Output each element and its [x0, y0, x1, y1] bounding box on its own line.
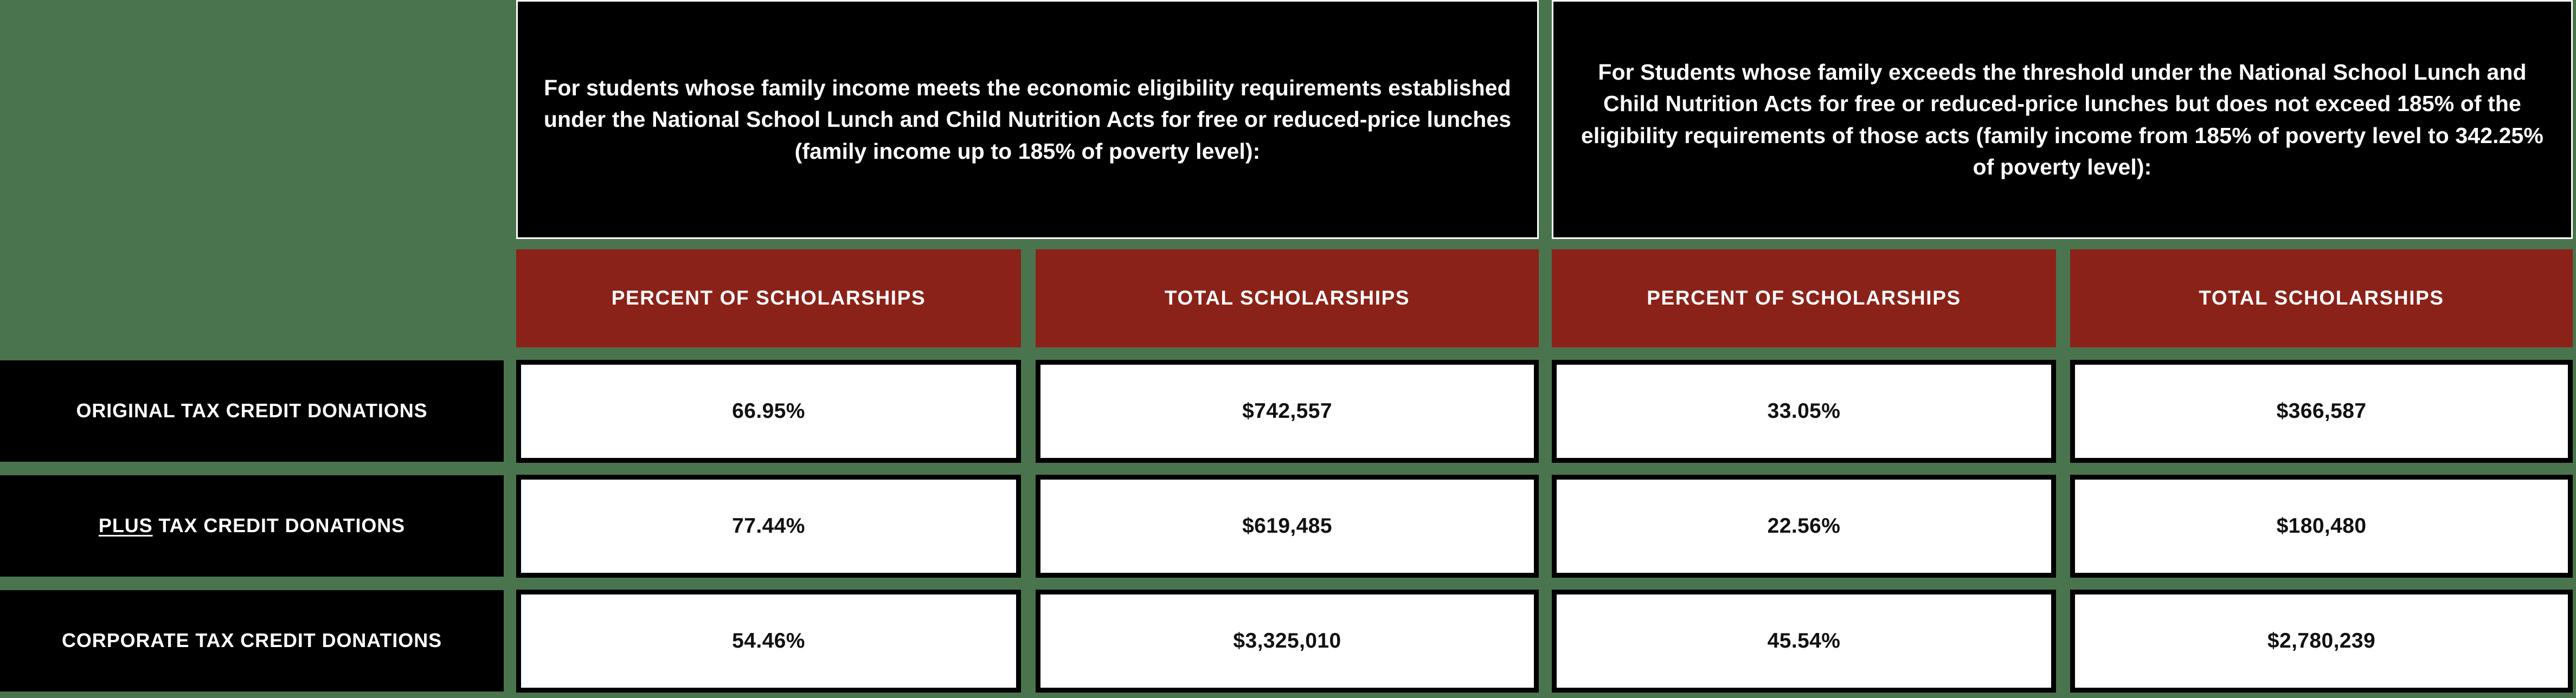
cell-value: $2,780,239 — [2267, 629, 2376, 652]
row-label-text: CORPORATE TAX CREDIT DONATIONS — [62, 629, 442, 652]
table-cell-r2c4: $180,480 — [2070, 475, 2573, 578]
row-label-text: ORIGINAL TAX CREDIT DONATIONS — [76, 399, 428, 422]
row-label-underlined-prefix: PLUS — [98, 514, 153, 537]
table-cell-r2c2: $619,485 — [1036, 475, 1539, 578]
table-cell-r3c4: $2,780,239 — [2070, 590, 2573, 693]
row-label-corporate-tax-credit-donations: CORPORATE TAX CREDIT DONATIONS — [0, 590, 504, 691]
column-header-percent-of-scholarships-1: PERCENT OF SCHOLARSHIPS — [516, 249, 1021, 347]
cell-value: 45.54% — [1767, 629, 1841, 652]
column-header-label: PERCENT OF SCHOLARSHIPS — [1647, 287, 1961, 309]
group-header-middle-income: For Students whose family exceeds the th… — [1552, 0, 2573, 239]
group-header-low-income-text: For students whose family income meets t… — [543, 75, 1512, 164]
column-header-label: PERCENT OF SCHOLARSHIPS — [611, 287, 926, 309]
table-cell-r2c3: 22.56% — [1552, 475, 2056, 578]
cell-value: 33.05% — [1767, 399, 1841, 423]
cell-value: $3,325,010 — [1233, 629, 1341, 652]
cell-value: $619,485 — [1242, 514, 1332, 538]
column-header-label: TOTAL SCHOLARSHIPS — [2199, 287, 2444, 309]
column-header-label: TOTAL SCHOLARSHIPS — [1164, 287, 1410, 309]
row-label-original-tax-credit-donations: ORIGINAL TAX CREDIT DONATIONS — [0, 360, 504, 462]
row-label-text: PLUS TAX CREDIT DONATIONS — [80, 513, 423, 538]
column-header-total-scholarships-2: TOTAL SCHOLARSHIPS — [2070, 249, 2573, 347]
column-header-percent-of-scholarships-2: PERCENT OF SCHOLARSHIPS — [1552, 249, 2056, 347]
table-cell-r2c1: 77.44% — [516, 475, 1021, 578]
cell-value: $180,480 — [2276, 514, 2367, 538]
table-cell-r1c4: $366,587 — [2070, 360, 2573, 463]
row-label-plus-tax-credit-donations: PLUS TAX CREDIT DONATIONS — [0, 475, 504, 577]
table-cell-r3c1: 54.46% — [516, 590, 1021, 693]
table-cell-r3c3: 45.54% — [1552, 590, 2056, 693]
row-label-rest: TAX CREDIT DONATIONS — [152, 514, 406, 537]
cell-value: 54.46% — [732, 629, 805, 652]
table-cell-r1c1: 66.95% — [516, 360, 1021, 463]
cell-value: $742,557 — [1242, 399, 1332, 423]
group-header-low-income: For students whose family income meets t… — [516, 0, 1539, 239]
column-header-total-scholarships-1: TOTAL SCHOLARSHIPS — [1036, 249, 1539, 347]
cell-value: 77.44% — [732, 514, 805, 538]
group-header-middle-income-text: For Students whose family exceeds the th… — [1581, 60, 2543, 179]
cell-value: 66.95% — [732, 399, 805, 423]
cell-value: $366,587 — [2276, 399, 2367, 423]
table-cell-r3c2: $3,325,010 — [1036, 590, 1539, 693]
cell-value: 22.56% — [1767, 514, 1841, 538]
table-cell-r1c3: 33.05% — [1552, 360, 2056, 463]
table-cell-r1c2: $742,557 — [1036, 360, 1539, 463]
